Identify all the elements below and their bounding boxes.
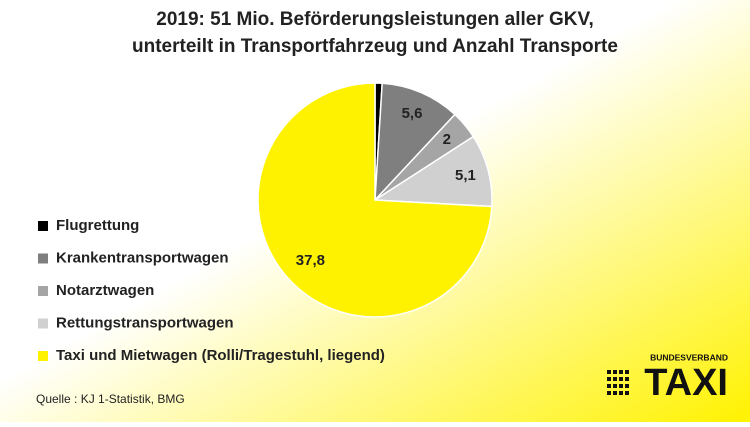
data-label: 5,1 — [455, 167, 476, 184]
logo-main: TAXI — [644, 362, 728, 404]
legend-label: Taxi und Mietwagen (Rolli/Tragestuhl, li… — [56, 347, 385, 364]
legend: Flugrettung Krankentransportwagen Notarztw… — [38, 217, 385, 364]
pie-slice — [372, 135, 493, 208]
legend-swatch — [38, 318, 48, 329]
legend-swatch — [38, 221, 48, 231]
data-label: 2 — [443, 131, 451, 148]
legend-label: Notarztwagen — [56, 282, 154, 299]
data-label: 37,8 — [296, 252, 325, 269]
source: Quelle : KJ 1-Statistik, BMG — [36, 392, 185, 406]
legend-label: Flugrettung — [56, 217, 139, 234]
logo-top: BUNDESVERBAND — [650, 352, 728, 362]
legend-swatch — [38, 286, 48, 296]
chart-title: unterteilt in Transportfahrzeug und Anza… — [132, 36, 618, 57]
legend-swatch — [38, 351, 48, 361]
legend-swatch — [38, 253, 48, 264]
data-label: 5,6 — [402, 105, 423, 122]
logo-dots — [607, 370, 629, 395]
pie: 5,6 2 5,1 37,8 — [257, 82, 493, 318]
legend-label: Rettungstransportwagen — [56, 314, 234, 331]
legend-label: Krankentransportwagen — [56, 249, 229, 266]
logo: BUNDESVERBAND TAXI — [607, 352, 728, 404]
pie-slice — [257, 82, 493, 318]
chart-title: 2019: 51 Mio. Beförderungsleistungen all… — [156, 9, 593, 30]
pie-slice — [374, 82, 456, 203]
